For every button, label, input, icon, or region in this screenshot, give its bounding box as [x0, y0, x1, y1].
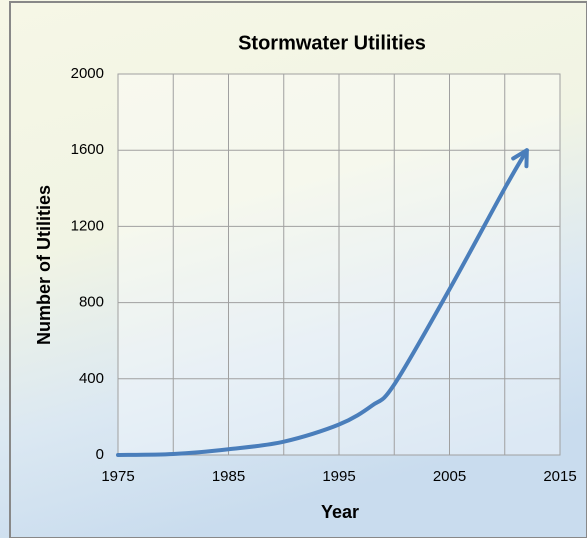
y-tick-label: 800: [79, 294, 104, 311]
chart-title: Stormwater Utilities: [238, 32, 426, 54]
frame: [9, 1, 587, 538]
y-tick-label: 1600: [71, 141, 104, 158]
x-tick-label: 2005: [433, 468, 466, 485]
y-tick-label: 1200: [71, 217, 104, 234]
x-tick-label: 2015: [543, 468, 576, 485]
arrow-head: [511, 148, 529, 169]
x-tick-label: 1995: [322, 468, 355, 485]
y-tick-label: 2000: [71, 65, 104, 82]
y-tick-label: 400: [79, 370, 104, 387]
line: [116, 148, 529, 457]
y-tick-label: 0: [96, 446, 104, 463]
x-axis-label: Year: [321, 502, 359, 522]
x-tick-label: 1985: [212, 468, 245, 485]
x-tick-label: 1975: [101, 468, 134, 485]
y-axis-label: Number of Utilities: [34, 185, 54, 345]
